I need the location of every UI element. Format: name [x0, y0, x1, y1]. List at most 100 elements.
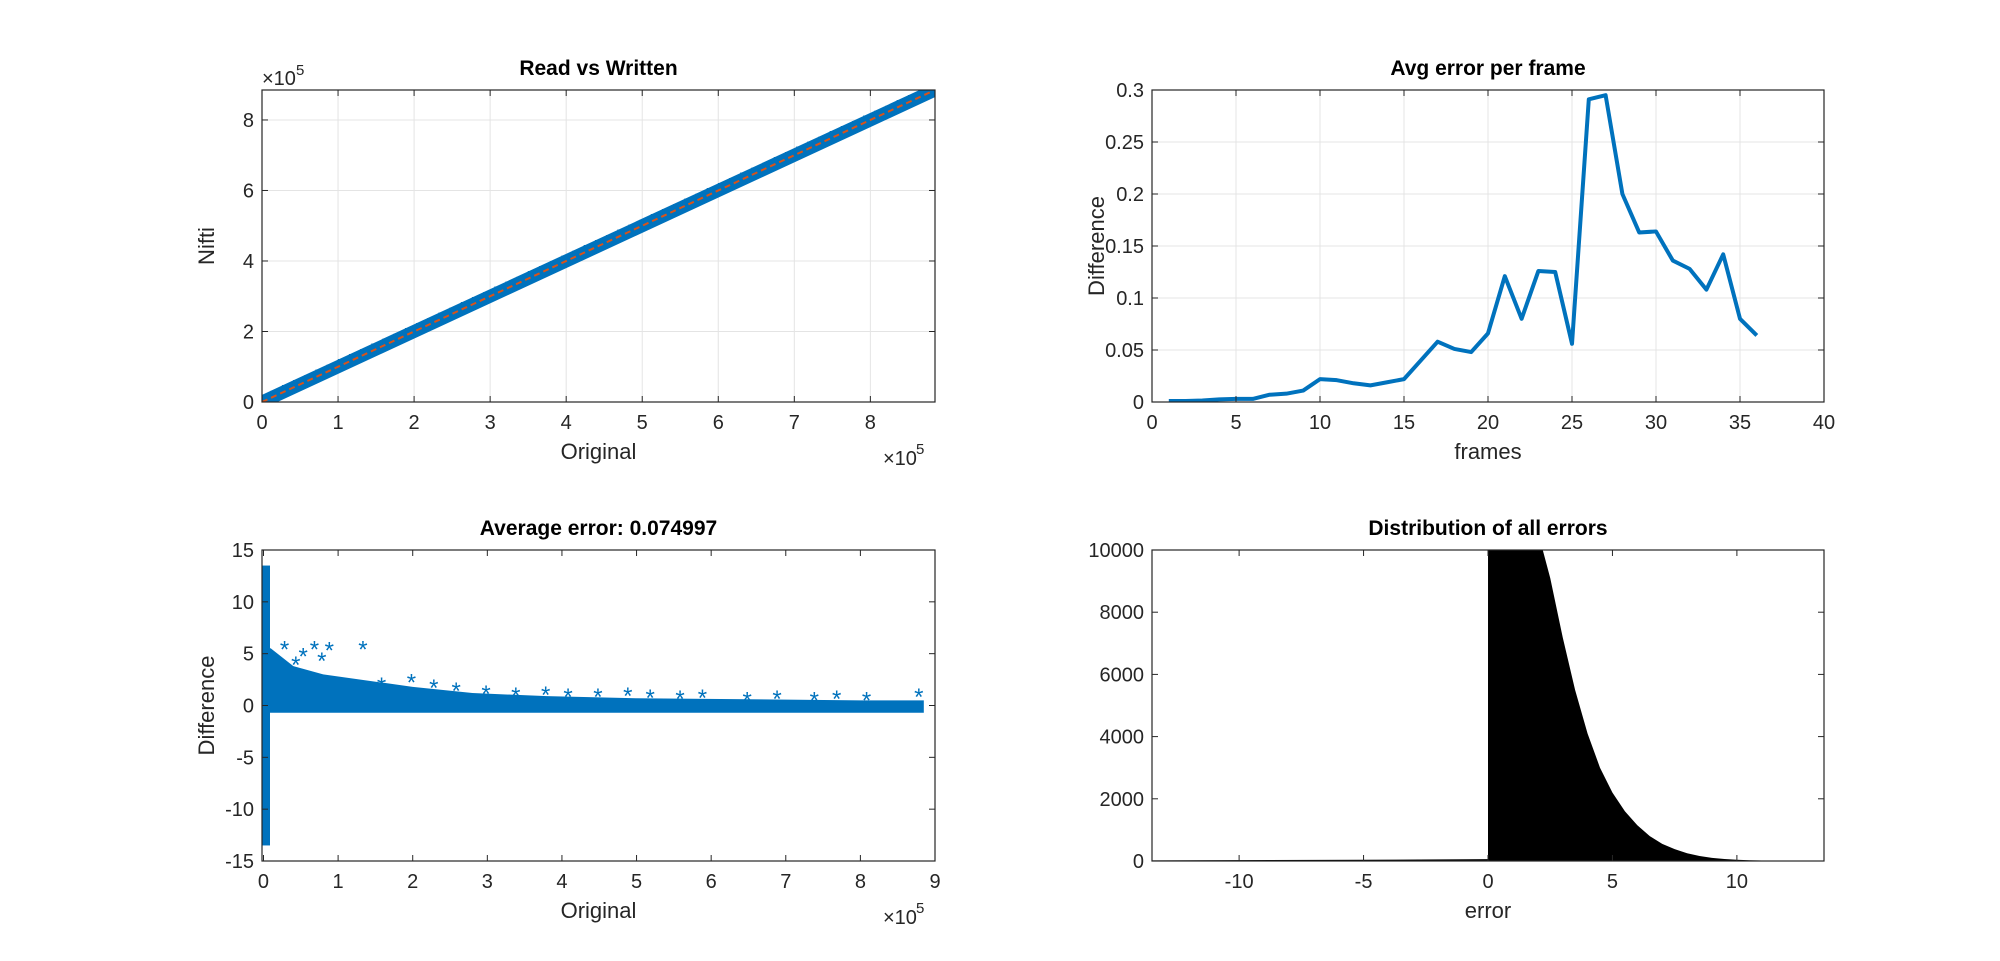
x-tick-label: 15: [1393, 412, 1415, 434]
scatter-point: *: [358, 636, 367, 663]
scatter-point: *: [345, 350, 354, 375]
chart-title: Avg error per frame: [1390, 57, 1585, 80]
scatter-point: *: [312, 365, 321, 390]
scatter-point: *: [862, 687, 871, 714]
scatter-point: *: [692, 189, 701, 214]
y-tick-label: 4: [243, 251, 254, 273]
scatter-point: *: [491, 282, 500, 307]
x-tick-label: 4: [556, 871, 567, 893]
y-tick-label: 4000: [1100, 727, 1145, 749]
scatter-point: *: [325, 638, 334, 665]
y-tick-label: 5: [243, 644, 254, 666]
x-tick-label: 0: [1146, 412, 1157, 434]
x-tick-label: 5: [631, 871, 642, 893]
y-tick-label: 2000: [1100, 789, 1145, 811]
chart-title: Average error: 0.074997: [480, 517, 717, 540]
chart-3: *** *** ** * * * * * * * * * * * * * * * * * *0 1 2 3 4 5 6 7 8 9-15-…: [194, 517, 941, 929]
scatter-point: *: [636, 215, 645, 240]
scatter-point: *: [357, 344, 366, 369]
y-tick-label: 10: [232, 592, 254, 614]
scatter-point: *: [927, 80, 936, 105]
scatter-point: *: [310, 636, 319, 663]
scatter-point: *: [481, 681, 490, 708]
y-tick-label: 6000: [1100, 664, 1145, 686]
scatter-point: *: [837, 122, 846, 147]
y-tick-label: 2: [243, 321, 254, 343]
y-axis-label: Difference: [194, 656, 219, 756]
x-tick-label: 7: [789, 412, 800, 434]
y-tick-label: 8: [243, 110, 254, 132]
x-tick-label: 0: [256, 412, 267, 434]
x-exponent-power: 5: [916, 441, 924, 458]
y-tick-label: 0: [243, 392, 254, 414]
y-tick-label: -15: [225, 851, 254, 873]
x-tick-label: 10: [1309, 412, 1331, 434]
scatter-point: *: [502, 277, 511, 302]
x-tick-label: 5: [1230, 412, 1241, 434]
x-tick-label: 1: [332, 412, 343, 434]
scatter-point: *: [742, 687, 751, 714]
y-tick-label: 8000: [1100, 602, 1145, 624]
scatter-point: *: [914, 684, 923, 711]
chart-title: Read vs Written: [519, 57, 677, 80]
y-tick-label: 0: [243, 696, 254, 718]
x-exponent-label: ×10: [883, 448, 917, 470]
chart-1: ****************************************…: [194, 57, 936, 470]
x-tick-label: 40: [1813, 412, 1835, 434]
x-tick-label: 2: [407, 871, 418, 893]
scatter-point: *: [267, 386, 276, 411]
plot-area: [1152, 550, 1824, 861]
x-tick-label: 8: [865, 412, 876, 434]
scatter-point: *: [299, 644, 308, 671]
scatter-point: *: [810, 687, 819, 714]
y-tick-label: 0.3: [1116, 80, 1144, 102]
y-axis-label: Difference: [1084, 196, 1109, 296]
y-exponent-label: ×10: [262, 68, 296, 90]
y-tick-label: 0.25: [1105, 132, 1144, 154]
y-tick-label: 6: [243, 180, 254, 202]
reference-line: [262, 90, 934, 402]
x-tick-label: 2: [409, 412, 420, 434]
scatter-point: *: [737, 168, 746, 193]
scatter-point: *: [256, 391, 265, 416]
x-axis-label: frames: [1454, 439, 1521, 464]
x-tick-label: 3: [485, 412, 496, 434]
x-tick-label: 0: [258, 871, 269, 893]
scatter-point: *: [591, 236, 600, 261]
scatter-point: *: [645, 685, 654, 712]
x-tick-label: 30: [1645, 412, 1667, 434]
x-tick-label: 6: [706, 871, 717, 893]
scatter-point: *: [547, 256, 556, 281]
scatter-point: *: [451, 678, 460, 705]
y-axis-label: Nifti: [194, 227, 219, 265]
x-tick-label: 35: [1729, 412, 1751, 434]
scatter-point: *: [511, 683, 520, 710]
x-axis-label: Original: [561, 439, 637, 464]
scatter-point: *: [446, 303, 455, 328]
scatter-point: *: [603, 230, 612, 255]
x-tick-label: 5: [1607, 871, 1618, 893]
chart-title: Distribution of all errors: [1368, 517, 1607, 540]
scatter-point: *: [698, 685, 707, 712]
scatter-point: *: [535, 261, 544, 286]
x-tick-label: 4: [561, 412, 572, 434]
scatter-point: *: [882, 101, 891, 126]
y-tick-label: 0.05: [1105, 340, 1144, 362]
scatter-point: *: [429, 675, 438, 702]
scatter-point: *: [647, 210, 656, 235]
chart-4: -10 -5 0 5 10 0 2000 4000 6000 8000 10000 Distribut…: [1088, 517, 1825, 923]
scatter-point: *: [826, 127, 835, 152]
scatter-point: *: [401, 324, 410, 349]
y-exponent-power: 5: [296, 62, 304, 79]
scatter-point: *: [407, 670, 416, 697]
scatter-point: *: [832, 686, 841, 713]
y-tick-label: 0.2: [1116, 184, 1144, 206]
x-tick-label: -10: [1225, 871, 1254, 893]
scatter-point: *: [301, 370, 310, 395]
x-exponent-label: ×10: [883, 907, 917, 929]
x-tick-label: 10: [1726, 871, 1748, 893]
scatter-point: *: [291, 652, 300, 679]
scatter-point: *: [280, 636, 289, 663]
scatter-cloud: [263, 645, 924, 713]
